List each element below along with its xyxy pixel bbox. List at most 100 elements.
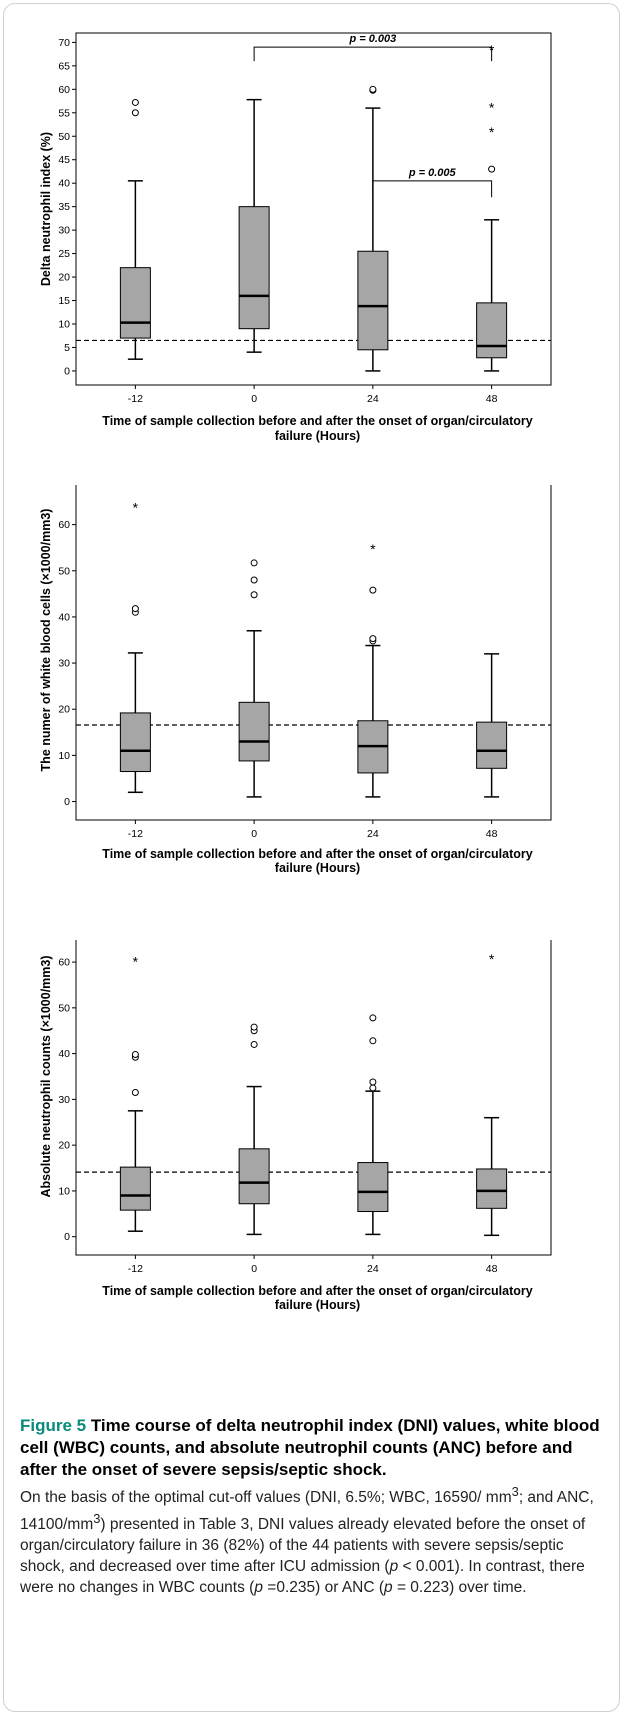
extreme-point: * bbox=[489, 124, 495, 140]
iqr-box bbox=[119, 1166, 151, 1211]
y-tick-label: 55 bbox=[58, 107, 70, 119]
outlier-point bbox=[131, 605, 139, 613]
outlier-point bbox=[369, 1037, 377, 1045]
outlier-point bbox=[250, 1023, 258, 1031]
caption-body: On the basis of the optimal cut-off valu… bbox=[20, 1481, 608, 1598]
box--12: * bbox=[119, 500, 151, 794]
y-tick-label: 20 bbox=[58, 704, 70, 716]
y-tick-label: 0 bbox=[64, 365, 70, 377]
y-tick-label: 60 bbox=[58, 519, 70, 531]
extreme-point: * bbox=[133, 954, 139, 970]
caption-italic: p bbox=[254, 1579, 263, 1597]
y-tick-label: 15 bbox=[58, 295, 70, 307]
p-value-label: p = 0.005 bbox=[408, 167, 457, 179]
p-value-label: p = 0.003 bbox=[348, 33, 396, 45]
x-axis-title-line-1: Time of sample collection before and aft… bbox=[102, 1284, 532, 1298]
y-tick-label: 50 bbox=[58, 1002, 70, 1014]
box-0 bbox=[238, 1023, 270, 1236]
iqr-box bbox=[357, 250, 389, 351]
y-tick-label: 60 bbox=[58, 84, 70, 96]
figure-title: Time course of delta neutrophil index (D… bbox=[20, 1416, 600, 1479]
box-48 bbox=[476, 653, 508, 798]
outlier-point bbox=[250, 591, 258, 599]
figure-caption: Figure 5 Time course of delta neutrophil… bbox=[20, 1415, 608, 1598]
iqr-box bbox=[238, 701, 270, 762]
y-tick-label: 50 bbox=[58, 565, 70, 577]
x-axis-title-line-1: Time of sample collection before and aft… bbox=[102, 847, 532, 861]
extreme-point: * bbox=[133, 500, 139, 516]
caption-superscript: 3 bbox=[93, 1511, 101, 1527]
y-tick-label: 20 bbox=[58, 1140, 70, 1152]
y-tick-label: 5 bbox=[64, 342, 70, 354]
box-48: *** bbox=[476, 42, 508, 372]
outlier-point bbox=[488, 165, 496, 173]
iqr-box bbox=[119, 712, 151, 773]
y-tick-label: 10 bbox=[58, 318, 70, 330]
y-axis-title: Absolute neutrophil counts (×1000/mm3) bbox=[39, 955, 53, 1197]
caption-text: = 0.223) over time. bbox=[392, 1579, 527, 1597]
caption-text: ) presented in Table 3, DNI values alrea… bbox=[20, 1516, 586, 1576]
outlier-point bbox=[369, 586, 377, 594]
outlier-point bbox=[250, 559, 258, 567]
y-tick-label: 65 bbox=[58, 60, 70, 72]
box-24 bbox=[357, 85, 389, 372]
y-tick-label: 60 bbox=[58, 957, 70, 969]
outlier-point bbox=[369, 1014, 377, 1022]
outlier-point bbox=[131, 1051, 139, 1059]
iqr-box bbox=[476, 721, 508, 769]
y-tick-label: 40 bbox=[58, 1048, 70, 1060]
box-24: * bbox=[357, 541, 389, 798]
y-tick-label: 25 bbox=[58, 248, 70, 260]
y-tick-label: 10 bbox=[58, 1185, 70, 1197]
x-axis-title-line-2: failure (Hours) bbox=[275, 861, 360, 875]
x-axis-title-line-2: failure (Hours) bbox=[275, 429, 360, 443]
plot-frame bbox=[75, 485, 552, 821]
x-tick-label: 48 bbox=[486, 1263, 498, 1275]
caption-text: < 0.001). In contrast, there were no cha… bbox=[20, 1558, 585, 1597]
outlier-point bbox=[250, 1040, 258, 1048]
x-tick-label: 0 bbox=[251, 1263, 257, 1275]
outlier-point bbox=[369, 635, 377, 643]
iqr-box bbox=[476, 1168, 508, 1209]
y-tick-label: 40 bbox=[58, 178, 70, 190]
box-24 bbox=[357, 1014, 389, 1236]
y-tick-label: 30 bbox=[58, 225, 70, 237]
iqr-box bbox=[476, 302, 508, 359]
y-tick-label: 20 bbox=[58, 272, 70, 284]
x-tick-label: 0 bbox=[251, 828, 257, 840]
significance-bracket bbox=[372, 180, 493, 198]
x-tick-label: 48 bbox=[486, 393, 498, 405]
caption-text: On the basis of the optimal cut-off valu… bbox=[20, 1489, 512, 1507]
x-tick-label: 0 bbox=[251, 393, 257, 405]
caption-italic: p bbox=[389, 1558, 399, 1576]
y-tick-label: 30 bbox=[58, 1094, 70, 1106]
iqr-box bbox=[238, 206, 270, 330]
outlier-point bbox=[131, 98, 139, 106]
iqr-box bbox=[357, 1162, 389, 1213]
significance-bracket bbox=[253, 46, 493, 62]
plot-frame bbox=[75, 940, 552, 1256]
outlier-point bbox=[250, 576, 258, 584]
y-tick-label: 45 bbox=[58, 154, 70, 166]
y-axis-title: Delta neutrophil index (%) bbox=[39, 132, 53, 286]
x-tick-label: 24 bbox=[367, 393, 379, 405]
x-tick-label: 24 bbox=[367, 1263, 379, 1275]
extreme-point: * bbox=[489, 951, 495, 967]
extreme-point: * bbox=[489, 100, 495, 116]
outlier-point bbox=[369, 85, 377, 93]
x-axis-title-line-2: failure (Hours) bbox=[275, 1298, 360, 1312]
x-tick-label: 48 bbox=[486, 828, 498, 840]
y-tick-label: 0 bbox=[64, 796, 70, 808]
extreme-point: * bbox=[370, 541, 376, 557]
y-tick-label: 30 bbox=[58, 658, 70, 670]
box--12: * bbox=[119, 954, 151, 1232]
iqr-box bbox=[119, 267, 151, 339]
figure-label: Figure 5 bbox=[20, 1416, 87, 1435]
y-tick-label: 0 bbox=[64, 1231, 70, 1243]
caption-italic: p bbox=[384, 1579, 393, 1597]
outlier-point bbox=[369, 1078, 377, 1086]
box-0 bbox=[238, 98, 270, 353]
box-48: * bbox=[476, 951, 508, 1237]
outlier-point bbox=[369, 1084, 377, 1092]
